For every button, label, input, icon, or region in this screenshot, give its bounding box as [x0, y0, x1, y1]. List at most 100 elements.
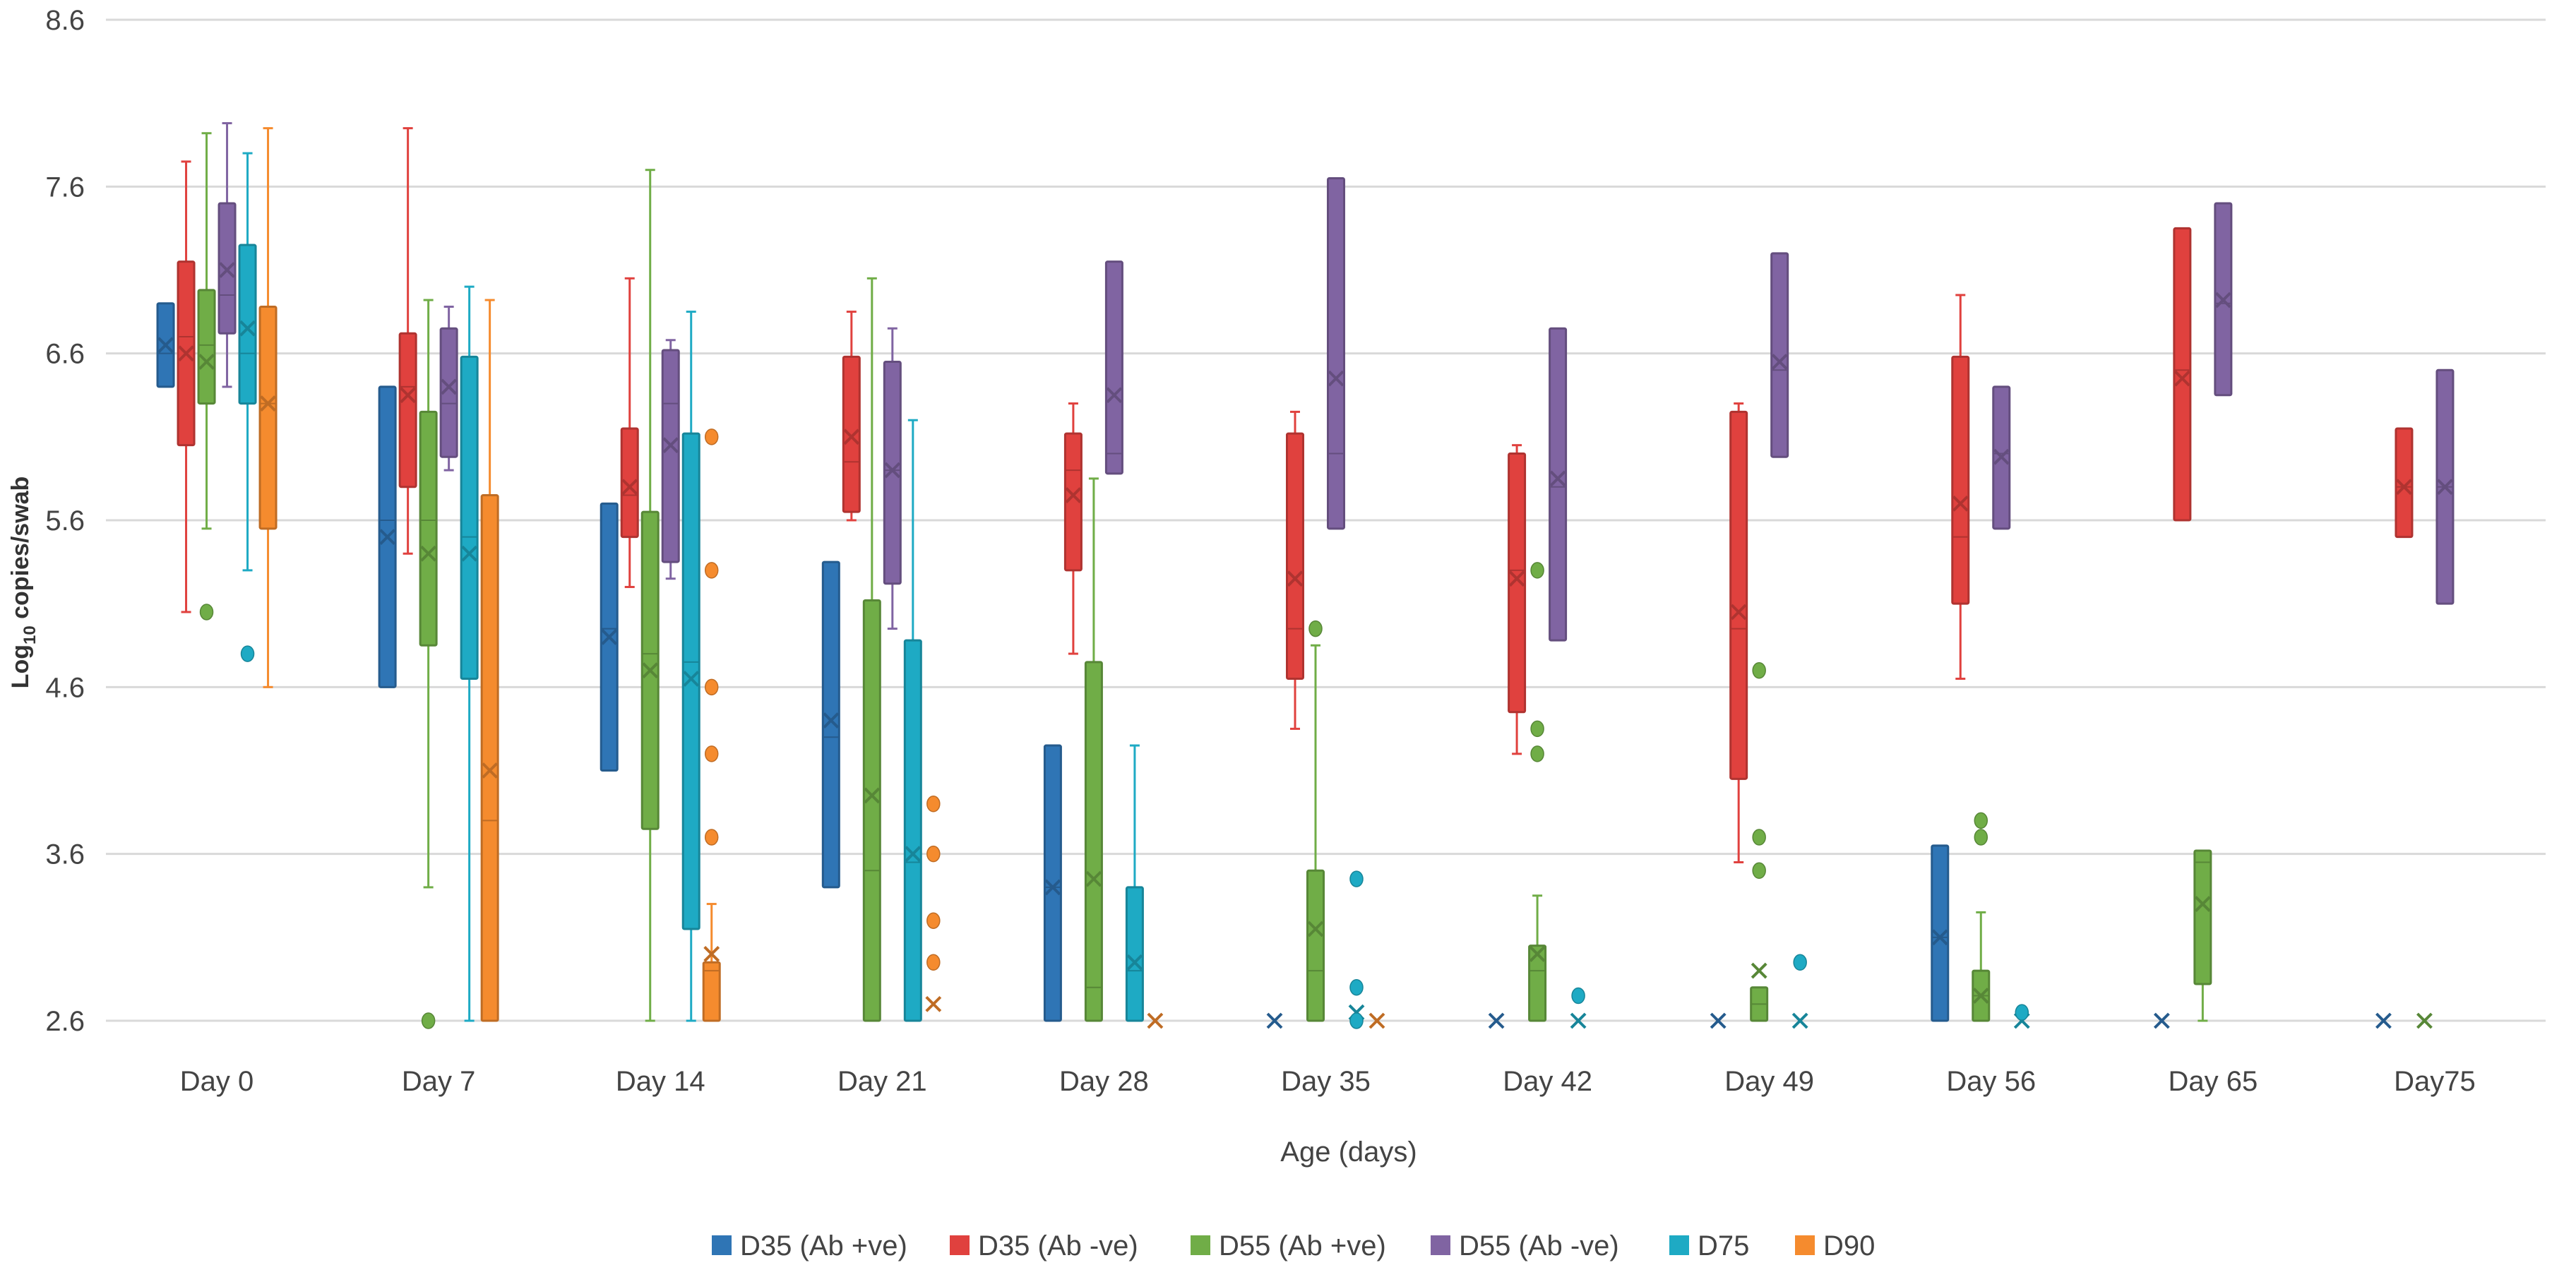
box-series: [156, 122, 2455, 1029]
x-tick-label: Day 0: [180, 1066, 254, 1097]
mean-marker: [1085, 870, 1102, 887]
mean-marker: [1266, 1012, 1283, 1029]
legend-item: D35 (Ab +ve): [712, 1230, 907, 1261]
mean-marker: [2396, 479, 2412, 496]
box: [1931, 844, 1950, 1022]
box: [620, 427, 639, 539]
outlier-point: [1752, 661, 1766, 679]
outlier-point: [1308, 620, 1323, 637]
mean-marker: [1952, 495, 1969, 512]
outlier-point: [1793, 954, 1807, 971]
y-tick-label: 8.6: [45, 5, 85, 36]
outlier-point: [1349, 1012, 1364, 1029]
outlier-point: [2015, 1004, 2029, 1021]
outlier-point: [704, 829, 719, 846]
box: [1528, 945, 1547, 1022]
x-tick-label: Day 21: [837, 1066, 927, 1097]
outlier-point: [1571, 987, 1585, 1005]
outlier-point: [1974, 829, 1988, 846]
y-tick-label: 2.6: [45, 1006, 85, 1037]
outlier-point: [1530, 745, 1544, 762]
mean-marker: [1307, 921, 1324, 937]
x-tick-label: Day 49: [1724, 1066, 1814, 1097]
mean-marker: [400, 387, 417, 404]
x-axis-tick-labels: Day 0 Day 7 Day 14 Day 21 Day 28 Day 35 Day 42…: [180, 1066, 2476, 1097]
legend-label: D55 (Ab -ve): [1459, 1230, 1619, 1261]
mean-marker: [1972, 988, 1989, 1004]
outlier-point: [1349, 870, 1364, 887]
mean-marker: [1791, 1012, 1808, 1029]
mean-marker: [198, 354, 215, 370]
y-axis-title-rest: copies/swab: [7, 476, 34, 626]
box: [903, 639, 922, 1022]
mean-marker: [843, 428, 860, 445]
mean-marker: [703, 946, 720, 962]
series-6: [258, 127, 1385, 1029]
x-tick-label: Day 56: [1946, 1066, 2036, 1097]
legend-item: D55 (Ab -ve): [1431, 1230, 1619, 1261]
legend-swatch: [1669, 1235, 1689, 1255]
mean-marker: [601, 629, 618, 645]
box: [419, 410, 438, 647]
outlier-point: [704, 678, 719, 696]
mean-marker: [1549, 470, 1566, 487]
mean-marker: [1147, 1012, 1164, 1029]
legend-label: D35 (Ab -ve): [978, 1230, 1138, 1261]
mean-marker: [461, 545, 478, 562]
y-axis-title: Log10 copies/swab: [7, 476, 40, 689]
mean-marker: [239, 320, 256, 337]
series-3: [197, 132, 2433, 1029]
mean-marker: [1368, 1012, 1385, 1029]
y-tick-label: 7.6: [45, 172, 85, 203]
mean-marker: [1126, 954, 1143, 971]
mean-marker: [2174, 370, 2190, 387]
legend-item: D90: [1795, 1230, 1875, 1261]
y-axis-title-subscript: 10: [20, 625, 40, 645]
mean-marker: [1710, 1012, 1727, 1029]
mean-marker: [2214, 292, 2231, 308]
mean-marker: [621, 479, 638, 496]
box: [1729, 410, 1748, 780]
box: [842, 355, 861, 513]
mean-marker: [884, 462, 901, 479]
box: [398, 332, 417, 488]
outlier-point: [704, 428, 719, 445]
mean-marker: [441, 378, 458, 395]
outlier-point: [1530, 562, 1544, 579]
box: [883, 360, 902, 585]
mean-marker: [662, 437, 679, 454]
mean-marker: [1065, 487, 1082, 503]
box: [661, 349, 680, 563]
box: [1508, 452, 1527, 714]
y-tick-label: 4.6: [45, 672, 85, 703]
gridlines: [106, 18, 2546, 1022]
box: [1043, 744, 1062, 1022]
mean-marker: [823, 712, 840, 729]
legend-swatch: [1431, 1235, 1450, 1255]
x-tick-label: Day 14: [616, 1066, 705, 1097]
y-tick-label: 5.6: [45, 505, 85, 536]
box: [197, 289, 216, 405]
box: [2193, 849, 2212, 985]
outlier-point: [926, 954, 941, 971]
mean-marker: [1529, 946, 1546, 962]
outlier-point: [240, 645, 255, 662]
mean-marker: [1287, 570, 1304, 587]
box: [1286, 432, 1304, 681]
outlier-point: [1752, 829, 1766, 846]
legend-swatch: [712, 1235, 732, 1255]
box: [1951, 355, 1970, 605]
mean-marker: [1488, 1012, 1505, 1029]
outlier-point: [926, 912, 941, 929]
mean-marker: [2416, 1012, 2433, 1029]
box: [1063, 432, 1083, 572]
mean-marker: [420, 545, 437, 562]
box: [862, 599, 881, 1022]
box: [2395, 427, 2414, 539]
mean-marker: [219, 262, 235, 278]
outlier-point: [926, 796, 941, 813]
box: [1306, 869, 1325, 1022]
series-1: [156, 302, 2392, 1029]
outlier-point: [1752, 862, 1766, 880]
